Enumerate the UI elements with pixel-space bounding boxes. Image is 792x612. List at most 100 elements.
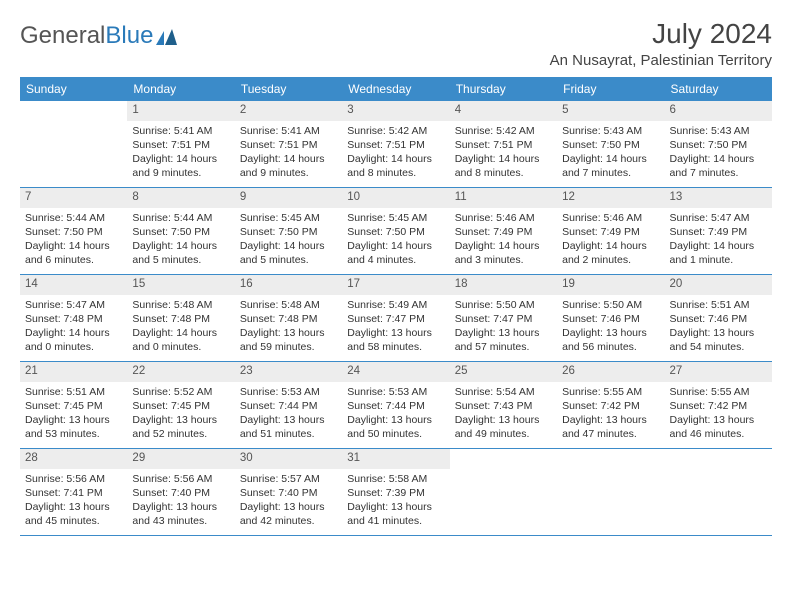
- daylight-line: and 1 minute.: [670, 253, 767, 267]
- day-number: 2: [235, 101, 342, 121]
- calendar-day: 17Sunrise: 5:49 AMSunset: 7:47 PMDayligh…: [342, 275, 449, 361]
- sunset-line: Sunset: 7:48 PM: [25, 312, 122, 326]
- daylight-line: Daylight: 14 hours: [132, 239, 229, 253]
- calendar-day: 31Sunrise: 5:58 AMSunset: 7:39 PMDayligh…: [342, 449, 449, 535]
- daylight-line: Daylight: 14 hours: [240, 152, 337, 166]
- daylight-line: and 0 minutes.: [25, 340, 122, 354]
- calendar-day: 14Sunrise: 5:47 AMSunset: 7:48 PMDayligh…: [20, 275, 127, 361]
- sunset-line: Sunset: 7:45 PM: [25, 399, 122, 413]
- daylight-line: and 47 minutes.: [562, 427, 659, 441]
- calendar-day: 6Sunrise: 5:43 AMSunset: 7:50 PMDaylight…: [665, 101, 772, 187]
- calendar-day: 20Sunrise: 5:51 AMSunset: 7:46 PMDayligh…: [665, 275, 772, 361]
- daylight-line: Daylight: 13 hours: [455, 326, 552, 340]
- day-number: 11: [450, 188, 557, 208]
- sunrise-line: Sunrise: 5:43 AM: [562, 124, 659, 138]
- sunset-line: Sunset: 7:50 PM: [240, 225, 337, 239]
- calendar-day: 16Sunrise: 5:48 AMSunset: 7:48 PMDayligh…: [235, 275, 342, 361]
- day-number: 24: [342, 362, 449, 382]
- sunset-line: Sunset: 7:51 PM: [455, 138, 552, 152]
- sunrise-line: Sunrise: 5:46 AM: [562, 211, 659, 225]
- day-number: 16: [235, 275, 342, 295]
- sunrise-line: Sunrise: 5:41 AM: [132, 124, 229, 138]
- daylight-line: Daylight: 14 hours: [240, 239, 337, 253]
- calendar-day: 18 Sunrise: 5:50 AMSunset: 7:47 PMDayligh…: [450, 275, 557, 361]
- sunset-line: Sunset: 7:48 PM: [240, 312, 337, 326]
- sunrise-line: Sunrise: 5:48 AM: [132, 298, 229, 312]
- daylight-line: Daylight: 14 hours: [670, 152, 767, 166]
- title-block: July 2024 An Nusayrat, Palestinian Terri…: [550, 18, 772, 69]
- sunset-line: Sunset: 7:49 PM: [562, 225, 659, 239]
- calendar-header-row: Sunday Monday Tuesday Wednesday Thursday…: [20, 77, 772, 101]
- day-number: 18: [450, 275, 557, 295]
- daylight-line: Daylight: 14 hours: [132, 152, 229, 166]
- day-number: 10: [342, 188, 449, 208]
- calendar-day: 8Sunrise: 5:44 AMSunset: 7:50 PMDaylight…: [127, 188, 234, 274]
- sunrise-line: Sunrise: 5:55 AM: [562, 385, 659, 399]
- sunrise-line: Sunrise: 5:49 AM: [347, 298, 444, 312]
- day-number: 13: [665, 188, 772, 208]
- sunrise-line: Sunrise: 5:42 AM: [455, 124, 552, 138]
- sunset-line: Sunset: 7:39 PM: [347, 486, 444, 500]
- calendar-day: 19Sunrise: 5:50 AMSunset: 7:46 PMDayligh…: [557, 275, 664, 361]
- daylight-line: Daylight: 14 hours: [562, 239, 659, 253]
- day-name: Wednesday: [342, 77, 449, 101]
- day-number: 15: [127, 275, 234, 295]
- daylight-line: and 41 minutes.: [347, 514, 444, 528]
- day-number: 6: [665, 101, 772, 121]
- daylight-line: Daylight: 13 hours: [347, 326, 444, 340]
- day-name: Friday: [557, 77, 664, 101]
- month-title: July 2024: [550, 18, 772, 50]
- daylight-line: Daylight: 13 hours: [347, 413, 444, 427]
- calendar-week: 14Sunrise: 5:47 AMSunset: 7:48 PMDayligh…: [20, 275, 772, 362]
- daylight-line: Daylight: 13 hours: [670, 413, 767, 427]
- daylight-line: Daylight: 13 hours: [240, 413, 337, 427]
- daylight-line: and 42 minutes.: [240, 514, 337, 528]
- daylight-line: Daylight: 13 hours: [25, 500, 122, 514]
- sunset-line: Sunset: 7:50 PM: [347, 225, 444, 239]
- calendar-week: 7Sunrise: 5:44 AMSunset: 7:50 PMDaylight…: [20, 188, 772, 275]
- sunset-line: Sunset: 7:48 PM: [132, 312, 229, 326]
- sunrise-line: Sunrise: 5:46 AM: [455, 211, 552, 225]
- sunrise-line: Sunrise: 5:57 AM: [240, 472, 337, 486]
- day-number: 3: [342, 101, 449, 121]
- sunrise-line: Sunrise: 5:51 AM: [670, 298, 767, 312]
- daylight-line: and 8 minutes.: [347, 166, 444, 180]
- daylight-line: and 58 minutes.: [347, 340, 444, 354]
- logo: GeneralBlue: [20, 22, 178, 50]
- daylight-line: and 49 minutes.: [455, 427, 552, 441]
- logo-icon: [156, 29, 178, 45]
- sunset-line: Sunset: 7:50 PM: [25, 225, 122, 239]
- calendar-day: 22Sunrise: 5:52 AMSunset: 7:45 PMDayligh…: [127, 362, 234, 448]
- daylight-line: Daylight: 13 hours: [240, 326, 337, 340]
- day-number: 12: [557, 188, 664, 208]
- day-number: 14: [20, 275, 127, 295]
- daylight-line: and 4 minutes.: [347, 253, 444, 267]
- daylight-line: Daylight: 14 hours: [25, 326, 122, 340]
- day-number: 9: [235, 188, 342, 208]
- logo-text-1: General: [20, 22, 105, 50]
- sunset-line: Sunset: 7:49 PM: [670, 225, 767, 239]
- sunset-line: Sunset: 7:44 PM: [347, 399, 444, 413]
- sunrise-line: Sunrise: 5:45 AM: [240, 211, 337, 225]
- daylight-line: Daylight: 13 hours: [132, 413, 229, 427]
- day-number: 22: [127, 362, 234, 382]
- sunrise-line: Sunrise: 5:50 AM: [455, 298, 552, 312]
- logo-text-2: Blue: [105, 22, 153, 50]
- calendar-day: 3Sunrise: 5:42 AMSunset: 7:51 PMDaylight…: [342, 101, 449, 187]
- sunrise-line: Sunrise: 5:55 AM: [670, 385, 767, 399]
- day-name: Saturday: [665, 77, 772, 101]
- calendar-day: 24Sunrise: 5:53 AMSunset: 7:44 PMDayligh…: [342, 362, 449, 448]
- sunset-line: Sunset: 7:47 PM: [347, 312, 444, 326]
- calendar-day: [665, 449, 772, 535]
- calendar-day: 13Sunrise: 5:47 AMSunset: 7:49 PMDayligh…: [665, 188, 772, 274]
- sunrise-line: Sunrise: 5:44 AM: [25, 211, 122, 225]
- calendar-body: 1 Sunrise: 5:41 AM Sunset: 7:51 PM Daylight…: [20, 101, 772, 536]
- sunset-line: Sunset: 7:47 PM: [455, 312, 552, 326]
- day-number: 1: [127, 101, 234, 121]
- calendar-day: [557, 449, 664, 535]
- day-number: 26: [557, 362, 664, 382]
- day-number: 21: [20, 362, 127, 382]
- daylight-line: Daylight: 13 hours: [347, 500, 444, 514]
- daylight-line: and 2 minutes.: [562, 253, 659, 267]
- daylight-line: and 45 minutes.: [25, 514, 122, 528]
